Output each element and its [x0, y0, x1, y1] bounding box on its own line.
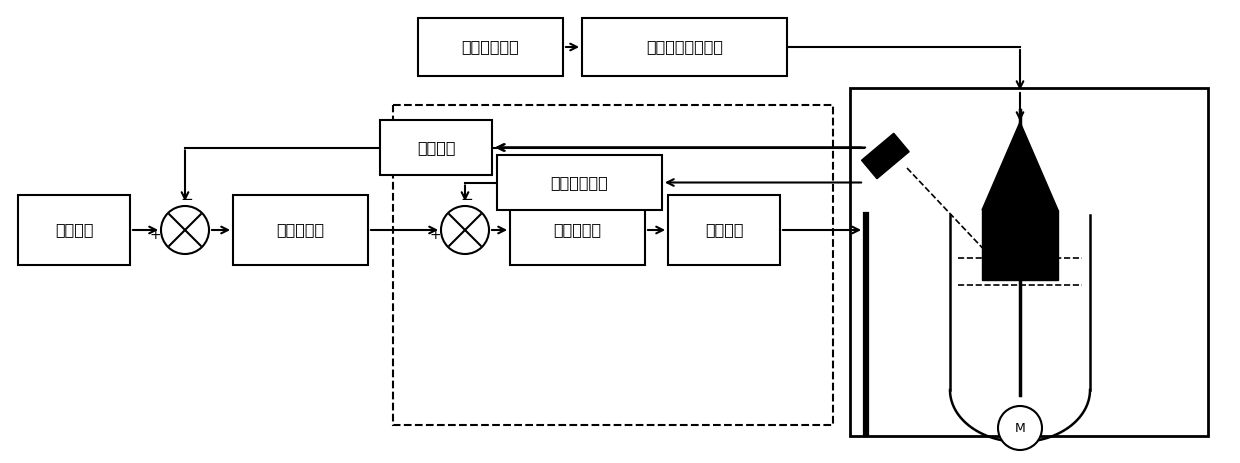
- Text: 直径设定: 直径设定: [55, 223, 93, 238]
- Text: 提拉速度设定: 提拉速度设定: [461, 39, 520, 55]
- Text: 直径控制器: 直径控制器: [277, 223, 325, 238]
- Bar: [862, 133, 909, 179]
- Polygon shape: [982, 122, 1058, 210]
- Bar: [393, 105, 833, 425]
- Circle shape: [161, 206, 210, 254]
- Text: 温度控制器: 温度控制器: [553, 223, 601, 238]
- Bar: [849, 88, 1208, 436]
- Text: −: −: [181, 193, 193, 207]
- Text: 直径检测: 直径检测: [417, 140, 455, 155]
- Text: 加热装置: 加热装置: [704, 223, 743, 238]
- Bar: [510, 195, 645, 265]
- Bar: [982, 210, 1058, 280]
- Text: 热场温度检测: 热场温度检测: [551, 175, 609, 190]
- Bar: [418, 18, 563, 76]
- Bar: [497, 155, 662, 210]
- Text: 提拉速度调节机构: 提拉速度调节机构: [646, 39, 723, 55]
- Bar: [379, 120, 492, 175]
- Text: −: −: [460, 193, 474, 207]
- Bar: [19, 195, 130, 265]
- Text: +: +: [149, 228, 161, 242]
- Text: M: M: [1014, 421, 1025, 434]
- Bar: [668, 195, 780, 265]
- Text: +: +: [429, 228, 440, 242]
- Circle shape: [998, 406, 1042, 450]
- Bar: [233, 195, 368, 265]
- Bar: [582, 18, 787, 76]
- Circle shape: [441, 206, 489, 254]
